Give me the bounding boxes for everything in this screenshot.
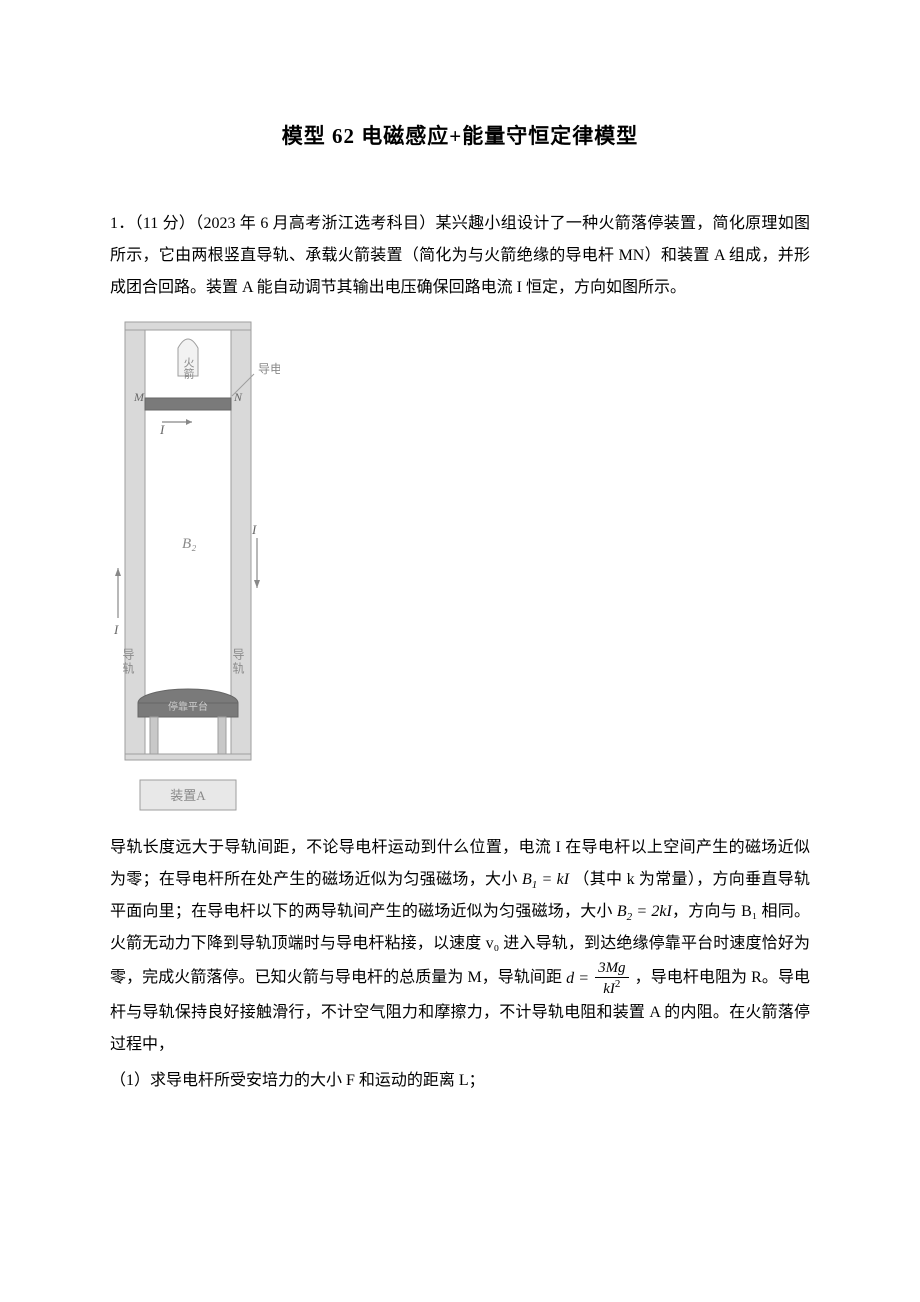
problem-body: 导轨长度远大于导轨间距，不论导电杆运动到什么位置，电流 I 在导电杆以上空间产生… — [110, 832, 810, 1061]
conducting-rod-label: 导电杆 — [258, 362, 280, 376]
question-1: （1）求导电杆所受安培力的大小 F 和运动的距离 L； — [110, 1065, 810, 1097]
diagram-container: 火箭 导电杆 M N I B₂ I I 导轨 导轨 停靠平台 — [110, 318, 810, 818]
rocket-device-diagram: 火箭 导电杆 M N I B₂ I I 导轨 导轨 停靠平台 — [110, 318, 280, 818]
problem-intro: 1．（11 分）（2023 年 6 月高考浙江选考科目）某兴趣小组设计了一种火箭… — [110, 208, 810, 304]
current-I-right: I — [251, 522, 257, 537]
device-A-label: 装置A — [170, 788, 206, 803]
current-I-top: I — [159, 422, 165, 437]
rail-right-label: 导轨 — [231, 648, 245, 676]
eq-B1: B1 = kI — [522, 871, 569, 888]
label-N: N — [233, 390, 243, 404]
current-I-left: I — [113, 622, 119, 637]
q1-text: （1）求导电杆所受安培力的大小 F 和运动的距离 L； — [110, 1072, 485, 1089]
para1-text: 1．（11 分）（2023 年 6 月高考浙江选考科目）某兴趣小组设计了一种火箭… — [110, 215, 810, 296]
eq-d: d = 3MgkI2 — [566, 970, 630, 987]
label-M: M — [133, 390, 145, 404]
B2-label: B₂ — [182, 536, 196, 552]
eq-B2: B2 = 2kI — [617, 903, 672, 920]
rail-left-label: 导轨 — [121, 648, 135, 676]
platform-label: 停靠平台 — [168, 700, 208, 713]
page-title: 模型 62 电磁感应+能量守恒定律模型 — [110, 120, 810, 150]
rocket-label: 火箭 — [182, 357, 195, 380]
